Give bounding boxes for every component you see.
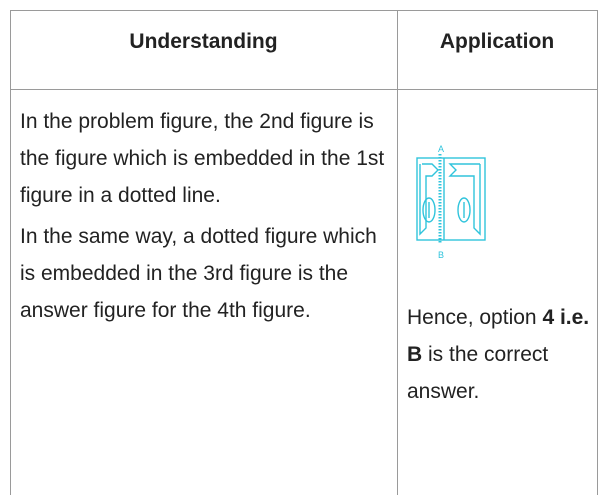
border [10,89,598,90]
paragraph: In the problem figure, the 2nd figure is… [20,110,385,207]
figure-label: B [438,250,444,260]
header: Understanding [129,30,278,53]
border [597,10,598,495]
text-part: i.e. B [407,306,590,366]
text-part: 4 [542,306,555,329]
border [397,10,398,495]
border [10,10,598,11]
header: Application [439,30,555,53]
figure-label: A [438,144,444,154]
text-part: is the correct answer. [407,343,549,403]
paragraph: In the same way, a dotted figure which i… [20,225,377,322]
text-part: Hence, option [407,306,543,329]
cell: In the problem figure, the 2nd figure is… [20,103,390,333]
figure: A B [416,144,486,260]
cell: Hence, option 4 i.e. B is the correct an… [407,299,592,410]
border [10,10,11,495]
